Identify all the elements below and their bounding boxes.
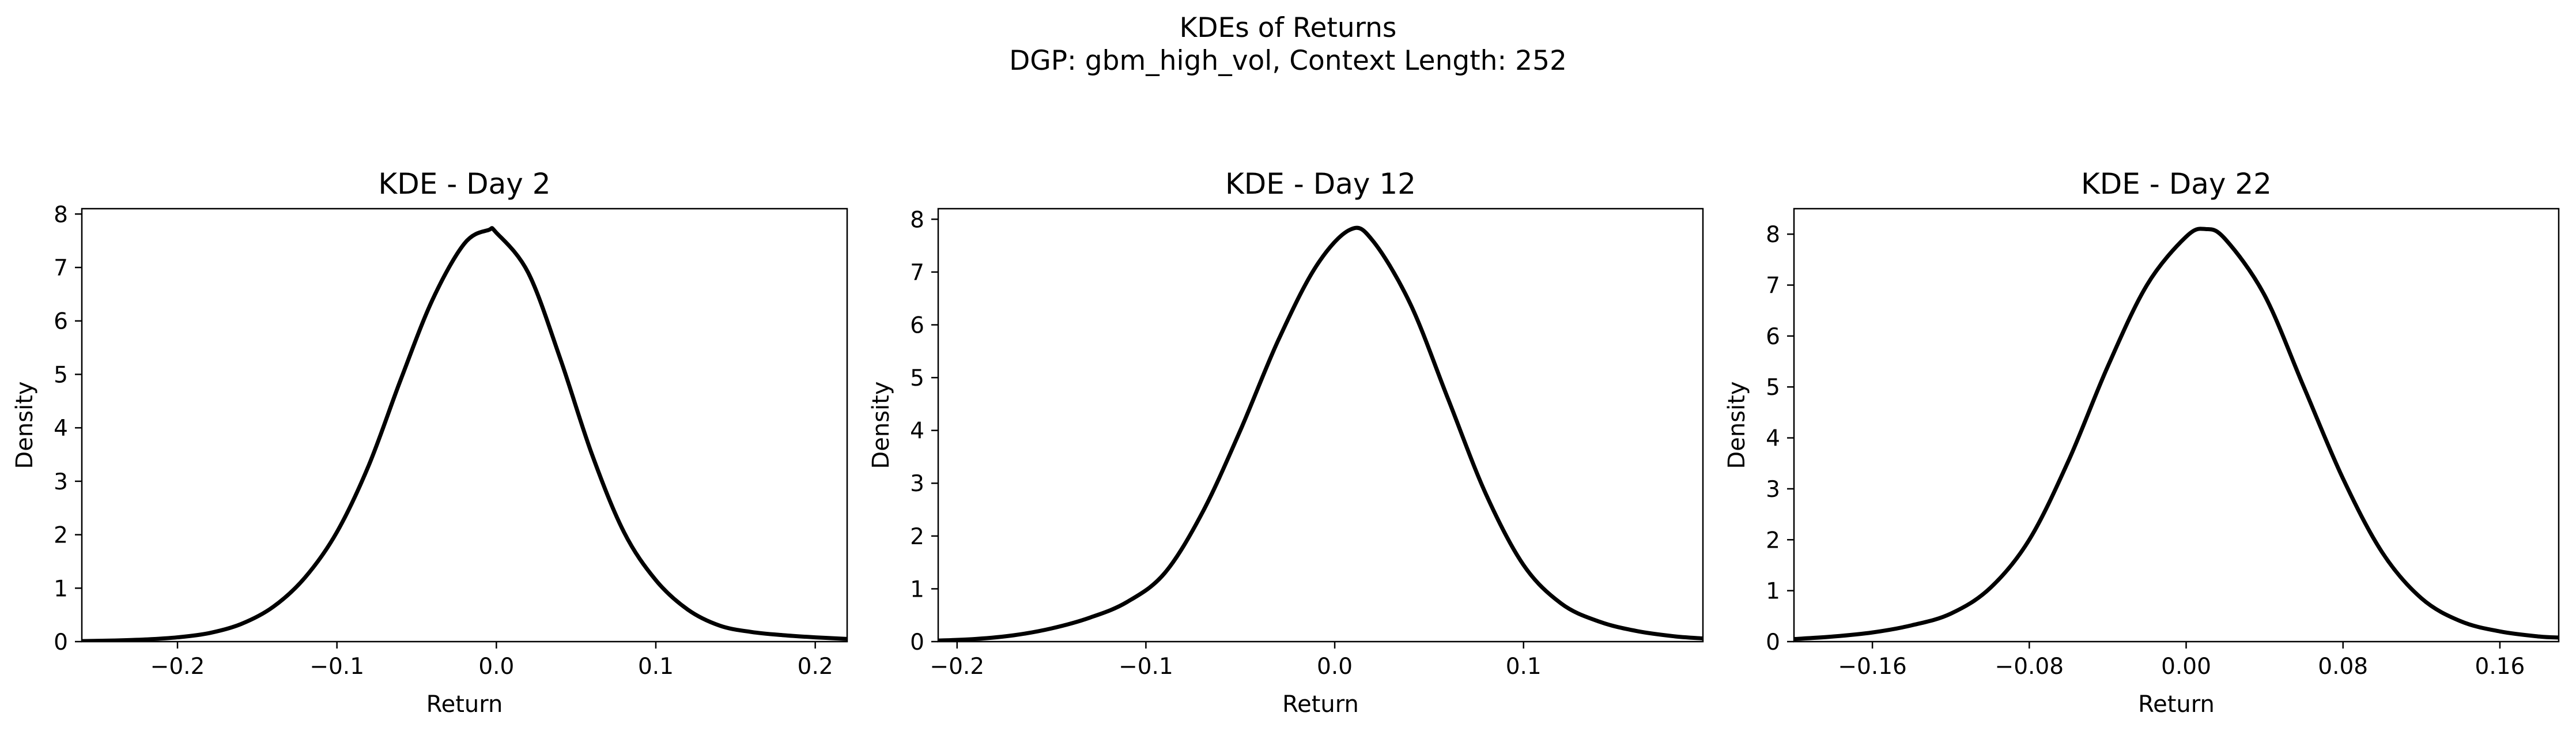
y-axis-label: Density <box>1724 381 1750 469</box>
x-axis-label: Return <box>426 691 503 718</box>
y-tick-label: 0 <box>54 630 68 655</box>
y-tick-label: 8 <box>910 207 924 233</box>
y-tick-label: 1 <box>54 576 68 602</box>
y-tick-label: 1 <box>910 576 924 602</box>
y-tick-label: 4 <box>54 416 68 442</box>
axes-frame <box>81 208 848 643</box>
x-tick-label: −0.2 <box>930 654 984 680</box>
y-tick-label: 4 <box>1766 426 1780 452</box>
y-tick-label: 3 <box>1766 477 1780 503</box>
kde-line <box>1794 227 2559 642</box>
figure-subtitle: DGP: gbm_high_vol, Context Length: 252 <box>1009 45 1567 77</box>
x-tick-label: 0.16 <box>2475 654 2525 680</box>
x-tick-label: 0.2 <box>798 654 833 680</box>
x-tick-label: −0.08 <box>1995 654 2064 680</box>
x-tick-label: 0.1 <box>1506 654 1542 680</box>
axes-frame <box>1793 208 2560 643</box>
y-tick-label: 8 <box>54 202 68 228</box>
x-tick-label: 0.00 <box>2161 654 2211 680</box>
y-tick-label: 0 <box>910 630 924 655</box>
y-tick-label: 7 <box>910 260 924 286</box>
y-tick-label: 7 <box>1766 273 1780 299</box>
y-tick-label: 4 <box>910 419 924 444</box>
y-tick-label: 6 <box>1766 324 1780 350</box>
subplot-2: −0.2 −0.1 0.0 0.1 0 1 2 3 4 5 6 7 8 KDE - Day 12 Retur… <box>868 167 1704 718</box>
y-tick-label: 2 <box>1766 527 1780 553</box>
subplot-panels: −0.2 −0.1 0.0 0.1 0.2 0 1 2 3 4 5 6 7 8 KDE - Day 2 Ret… <box>12 167 2560 718</box>
y-tick-label: 6 <box>910 312 924 338</box>
y-tick-label: 6 <box>54 309 68 335</box>
x-tick-label: 0.1 <box>638 654 674 680</box>
y-tick-label: 5 <box>910 365 924 391</box>
x-tick-label: 0.08 <box>2318 654 2368 680</box>
subplot-title: KDE - Day 22 <box>2081 167 2272 201</box>
x-tick-label: 0.0 <box>1317 654 1353 680</box>
x-axis-label: Return <box>2138 691 2215 718</box>
axes-frame <box>937 208 1704 643</box>
subplot-1: −0.2 −0.1 0.0 0.1 0.2 0 1 2 3 4 5 6 7 8 KDE - Day 2 Ret… <box>12 167 848 718</box>
y-tick-label: 7 <box>54 255 68 281</box>
x-tick-label: −0.2 <box>150 654 205 680</box>
subplot-title: KDE - Day 12 <box>1225 167 1416 201</box>
kde-line <box>938 225 1703 642</box>
y-axis-label: Density <box>868 381 894 469</box>
y-tick-label: 5 <box>1766 375 1780 401</box>
figure-title: KDEs of Returns <box>1180 12 1397 44</box>
y-tick-label: 8 <box>1766 222 1780 248</box>
y-tick-label: 1 <box>1766 579 1780 605</box>
x-axis-label: Return <box>1282 691 1359 718</box>
y-tick-label: 3 <box>910 471 924 497</box>
y-tick-label: 5 <box>54 362 68 388</box>
x-tick-label: −0.1 <box>309 654 364 680</box>
y-tick-label: 2 <box>910 524 924 550</box>
y-tick-label: 0 <box>1766 630 1780 655</box>
y-tick-label: 2 <box>54 523 68 549</box>
y-tick-label: 3 <box>54 469 68 495</box>
subplot-3: −0.16 −0.08 0.00 0.08 0.16 0 1 2 3 4 5 6 7 8 KDE - Day… <box>1724 167 2560 718</box>
x-tick-label: 0.0 <box>478 654 514 680</box>
x-tick-label: −0.1 <box>1119 654 1173 680</box>
y-axis-label: Density <box>12 381 38 469</box>
kde-line <box>82 226 847 642</box>
x-tick-label: −0.16 <box>1838 654 1907 680</box>
subplot-title: KDE - Day 2 <box>378 167 550 201</box>
